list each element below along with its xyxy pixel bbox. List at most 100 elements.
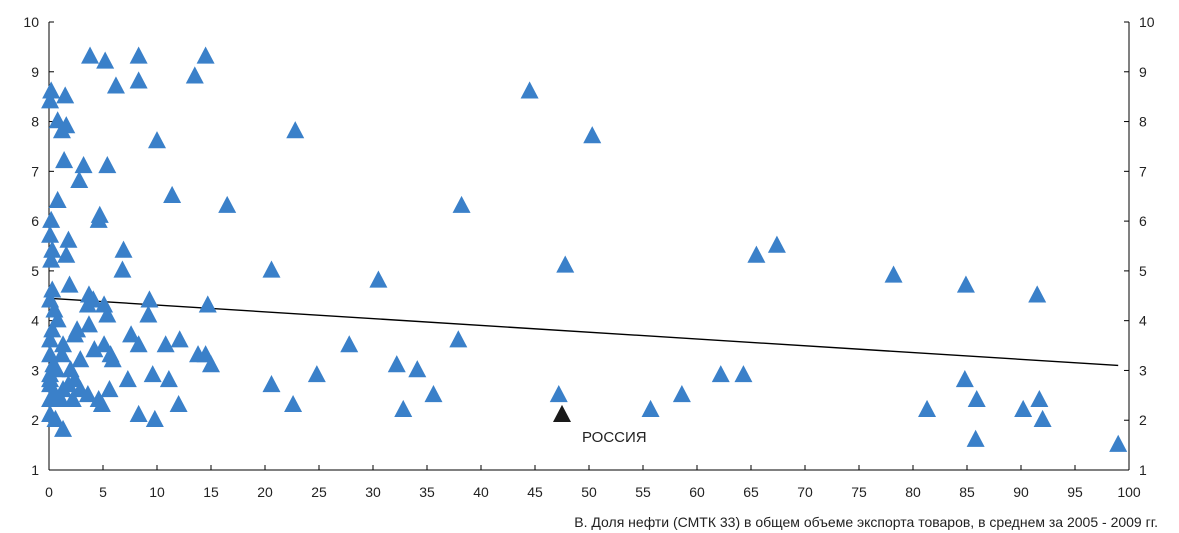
y-tick-label-left: 9 <box>31 64 39 80</box>
data-point <box>1014 399 1033 418</box>
data-point <box>70 170 89 189</box>
data-point <box>54 335 73 353</box>
x-tick-label: 95 <box>1067 484 1083 500</box>
x-tick-label: 50 <box>581 484 597 500</box>
data-point <box>129 335 148 353</box>
data-point <box>98 305 117 323</box>
data-point <box>307 365 326 383</box>
data-point <box>42 250 61 268</box>
data-point <box>262 375 281 393</box>
x-tick-label: 80 <box>905 484 921 500</box>
x-tick-label: 20 <box>257 484 273 500</box>
data-point <box>202 355 220 373</box>
data-point <box>92 394 111 413</box>
x-tick-label: 70 <box>797 484 813 500</box>
data-point <box>556 255 575 273</box>
data-point <box>57 245 76 263</box>
data-point <box>262 260 281 278</box>
data-point <box>51 389 70 408</box>
data-point <box>96 51 115 69</box>
y-tick-label-right: 8 <box>1139 114 1147 130</box>
data-point <box>43 320 62 338</box>
data-point <box>59 375 78 393</box>
data-point <box>148 131 166 149</box>
y-tick-label-right: 5 <box>1139 263 1147 279</box>
data-point <box>43 240 62 258</box>
data-point <box>641 399 660 418</box>
x-tick-label: 0 <box>45 484 53 500</box>
data-point <box>452 195 471 213</box>
data-point <box>129 404 148 422</box>
y-tick-label-left: 8 <box>31 114 39 130</box>
data-point <box>156 335 175 353</box>
y-tick-label-left: 10 <box>23 14 39 30</box>
data-point <box>198 295 217 313</box>
data-point <box>767 235 786 253</box>
data-point <box>170 330 189 348</box>
trendline <box>48 297 1119 367</box>
data-point <box>394 399 413 418</box>
y-tick-label-left: 6 <box>31 213 39 229</box>
data-point <box>1028 285 1047 303</box>
data-point <box>185 66 204 84</box>
data-point <box>103 350 122 368</box>
x-tick-label: 10 <box>149 484 165 500</box>
data-point <box>85 340 104 358</box>
trend-line <box>48 297 1119 367</box>
data-point <box>284 394 303 413</box>
y-tick-label-right: 4 <box>1139 313 1147 329</box>
data-point <box>163 185 182 203</box>
x-tick-label: 65 <box>743 484 759 500</box>
x-tick-label: 85 <box>959 484 975 500</box>
data-point <box>113 260 132 278</box>
data-point <box>966 429 985 447</box>
data-point <box>56 86 75 104</box>
data-point <box>424 384 443 403</box>
data-point <box>41 225 60 243</box>
x-axis-label: B. Доля нефти (СМТК 33) в общем объеме э… <box>574 514 1158 530</box>
y-tick-label-left: 4 <box>31 313 39 329</box>
data-point <box>79 315 98 333</box>
data-point <box>57 116 76 134</box>
x-tick-label: 35 <box>419 484 435 500</box>
data-point <box>672 384 691 403</box>
y-tick-label-right: 2 <box>1139 412 1147 428</box>
data-point <box>65 325 84 343</box>
data-point <box>81 46 100 64</box>
data-point <box>100 380 119 398</box>
data-point <box>747 245 766 263</box>
data-point <box>196 46 215 64</box>
data-point <box>46 409 65 427</box>
x-tick-label: 75 <box>851 484 867 500</box>
data-point <box>114 240 133 258</box>
x-tick-label: 60 <box>689 484 705 500</box>
data-point <box>169 394 188 413</box>
data-point <box>218 195 237 213</box>
data-point <box>734 365 753 383</box>
data-point <box>89 210 108 228</box>
data-point <box>286 121 305 139</box>
data-point <box>520 81 539 99</box>
data-point <box>129 71 148 89</box>
russia-point <box>553 404 571 422</box>
y-tick-label-left: 1 <box>31 462 39 478</box>
data-point <box>884 265 903 283</box>
data-point <box>48 190 67 208</box>
data-point <box>60 275 79 293</box>
data-point <box>78 384 97 403</box>
y-tick-label-right: 9 <box>1139 64 1147 80</box>
data-point <box>140 290 159 308</box>
data-point <box>1109 434 1128 452</box>
data-point <box>956 275 975 293</box>
data-point <box>159 370 178 388</box>
data-point <box>122 325 141 343</box>
data-point <box>387 355 406 373</box>
data-point <box>54 419 73 437</box>
x-tick-label: 5 <box>99 484 107 500</box>
data-point <box>449 330 468 348</box>
x-tick-label: 25 <box>311 484 327 500</box>
data-point <box>145 409 164 427</box>
data-point <box>74 156 93 174</box>
annotations: РОССИЯ <box>553 404 647 446</box>
